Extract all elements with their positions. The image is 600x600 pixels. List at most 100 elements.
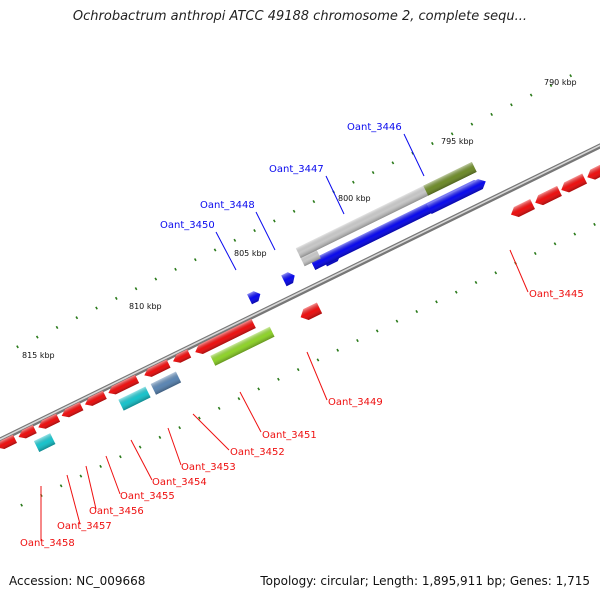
- scale-tick: [233, 238, 237, 242]
- gene-block-3458-cyan-shade: [33, 433, 56, 452]
- scale-tick: [119, 455, 122, 459]
- scale-tick: [16, 345, 19, 349]
- gene-label: Oant_3454: [152, 477, 207, 488]
- scale-label: 795 kbp: [441, 137, 474, 146]
- scale-tick: [569, 74, 573, 78]
- gene-block-3448: [281, 272, 295, 287]
- gene-leader-line: [85, 465, 97, 510]
- scale-tick: [533, 251, 537, 256]
- scale-tick: [395, 319, 399, 323]
- gene-block-3445-3-shade: [587, 160, 600, 180]
- scale-label: 790 kbp: [544, 78, 577, 87]
- scale-tick: [529, 93, 533, 97]
- gene-block-3451: [195, 319, 256, 354]
- gene-label: Oant_3456: [89, 506, 144, 517]
- scale-tick: [158, 435, 162, 439]
- gene-block-c-shade: [0, 434, 17, 449]
- scale-tick: [35, 335, 39, 339]
- scale-tick: [356, 338, 359, 343]
- gene-label: Oant_3455: [120, 491, 175, 502]
- scale-tick: [470, 122, 474, 126]
- gene-leader-line: [509, 249, 529, 293]
- scale-tick: [553, 242, 557, 246]
- gene-block-olive-shade: [423, 162, 477, 196]
- backbone-highlight: [0, 144, 600, 441]
- gene-block-3445-2-shade: [561, 173, 588, 193]
- gene-block-3445-3: [587, 160, 600, 180]
- scale-tick: [59, 484, 63, 488]
- scale-tick: [55, 325, 59, 329]
- scale-tick: [375, 329, 379, 333]
- scale-tick: [352, 180, 355, 184]
- scale-tick: [292, 209, 296, 213]
- scale-label: 810 kbp: [129, 302, 162, 311]
- gene-label: Oant_3458: [20, 538, 75, 549]
- gene-block-b-shade: [18, 425, 37, 439]
- scale-tick: [75, 316, 79, 320]
- scale-tick: [237, 397, 241, 401]
- scale-tick: [415, 309, 419, 314]
- scale-tick: [277, 377, 280, 381]
- scale-tick: [312, 200, 316, 204]
- gene-block-3450-shade: [247, 291, 261, 305]
- gene-leader-line: [306, 351, 328, 401]
- scale-tick: [154, 277, 158, 281]
- scale-tick: [178, 426, 182, 430]
- gene-leader-line: [215, 231, 237, 271]
- topology-text: Topology: circular; Length: 1,895,911 bp…: [260, 574, 590, 588]
- gene-label: Oant_3453: [181, 462, 236, 473]
- gene-block-3455: [108, 374, 140, 395]
- gene-block-3448-shade: [281, 272, 295, 287]
- scale-tick: [79, 474, 83, 478]
- scale-tick: [193, 258, 197, 262]
- scale-tick: [257, 387, 261, 391]
- gene-block-b: [18, 425, 37, 439]
- gene-block-3445-1: [535, 185, 562, 206]
- scale-tick: [494, 271, 498, 275]
- gene-block-3445-0-shade: [510, 199, 535, 217]
- scale-tick: [490, 112, 494, 117]
- gene-leader-line: [167, 427, 182, 466]
- gene-label: Oant_3449: [328, 397, 383, 408]
- scale-tick: [549, 83, 553, 87]
- scale-tick: [450, 132, 454, 136]
- gene-block-cyan-shade: [118, 386, 151, 411]
- gene-label: Oant_3457: [57, 521, 112, 532]
- gene-label: Oant_3445: [529, 289, 584, 300]
- gene-block-3446b: [426, 179, 486, 215]
- gene-block-3445-0: [510, 199, 535, 217]
- gene-block-3457: [61, 402, 84, 418]
- gene-leader-line: [325, 175, 345, 215]
- scale-tick: [391, 161, 395, 165]
- gene-block-3456: [85, 390, 107, 406]
- gene-block-olive: [423, 162, 477, 196]
- gene-block-gray-shade: [300, 249, 321, 267]
- gene-block-a-shade: [38, 413, 61, 429]
- scale-tick: [474, 280, 478, 285]
- gene-block-3450: [247, 291, 261, 305]
- scale-tick: [99, 464, 103, 468]
- scale-tick: [371, 170, 375, 175]
- scale-tick: [593, 222, 596, 226]
- scale-tick: [435, 300, 438, 304]
- gene-block-a: [38, 413, 61, 429]
- scale-tick: [454, 290, 458, 294]
- scale-tick: [217, 406, 221, 410]
- gene-block-3452-lime-shade: [210, 326, 275, 366]
- map-title: Ochrobactrum anthropi ATCC 49188 chromos…: [72, 9, 528, 24]
- gene-block-steel: [150, 371, 182, 395]
- gene-block-3452-lime: [210, 326, 275, 366]
- gene-block-3451-shade: [195, 319, 256, 354]
- gene-label: Oant_3448: [200, 200, 255, 211]
- gene-leader-line: [192, 413, 230, 451]
- scale-tick: [198, 416, 201, 420]
- scale-tick: [510, 103, 513, 107]
- scale-tick: [134, 287, 138, 291]
- gene-block-3445-1-shade: [535, 185, 562, 206]
- gene-block-c: [0, 434, 17, 449]
- scale-tick: [316, 358, 320, 362]
- scale-label: 815 kbp: [22, 351, 55, 360]
- gene-block-3446b-shade: [426, 179, 486, 215]
- gene-label: Oant_3446: [347, 122, 402, 133]
